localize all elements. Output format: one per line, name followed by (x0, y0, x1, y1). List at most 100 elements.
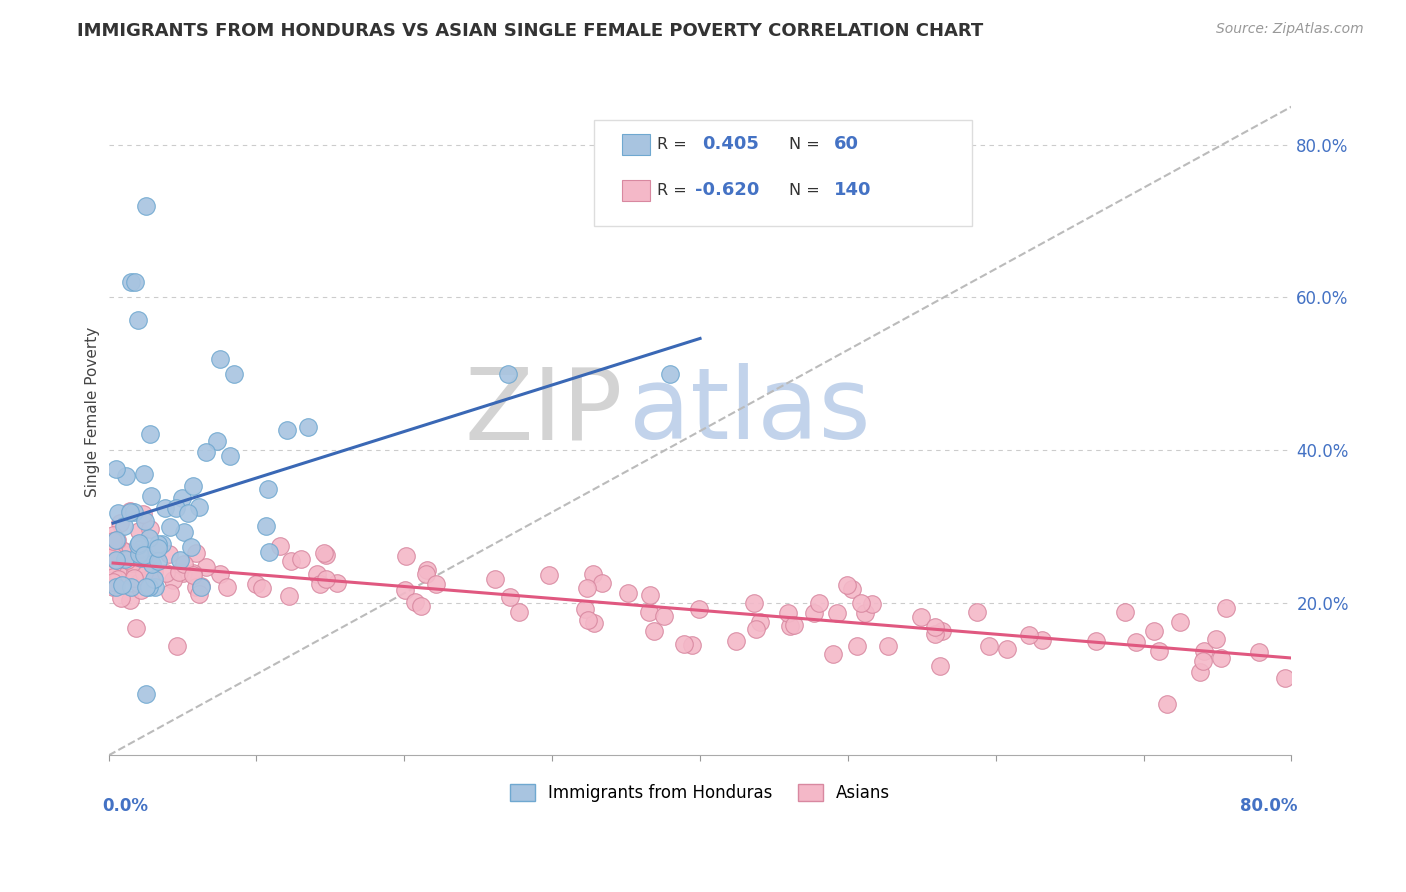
Text: 0.405: 0.405 (703, 135, 759, 153)
Y-axis label: Single Female Poverty: Single Female Poverty (86, 326, 100, 497)
Text: ZIP: ZIP (465, 363, 623, 460)
Point (128, 524, 150, 538)
Point (138, 532, 160, 546)
Point (129, 550, 152, 565)
Point (910, 610, 932, 624)
Point (128, 558, 150, 572)
Point (853, 606, 876, 620)
Point (132, 507, 155, 521)
Point (257, 545, 280, 559)
Text: 60: 60 (834, 135, 859, 153)
Point (929, 658, 952, 673)
Point (1114, 606, 1136, 620)
Point (574, 601, 596, 615)
Point (110, 516, 132, 531)
Text: N =: N = (789, 183, 820, 198)
Point (924, 620, 946, 634)
Point (254, 519, 277, 533)
Point (411, 599, 433, 613)
Point (135, 561, 157, 575)
Point (218, 449, 240, 463)
Point (290, 551, 312, 566)
Point (499, 591, 522, 605)
Point (404, 595, 426, 609)
Point (1191, 654, 1213, 668)
Point (537, 567, 560, 582)
Point (315, 572, 337, 586)
Point (107, 572, 129, 586)
Point (1168, 615, 1191, 630)
Point (127, 537, 149, 551)
Point (576, 613, 599, 627)
Point (849, 596, 872, 610)
Point (117, 559, 139, 574)
Point (134, 467, 156, 481)
Point (208, 351, 231, 366)
Point (616, 586, 638, 600)
Point (416, 563, 439, 577)
Point (142, 566, 165, 581)
Point (425, 577, 447, 591)
FancyBboxPatch shape (593, 120, 972, 227)
Point (128, 548, 150, 562)
Point (101, 557, 124, 571)
Point (1215, 600, 1237, 615)
Text: R =: R = (658, 183, 688, 198)
Text: N =: N = (789, 136, 820, 152)
Point (190, 579, 212, 593)
Point (209, 567, 232, 582)
Point (155, 566, 177, 580)
Point (269, 539, 291, 553)
Point (724, 634, 747, 648)
Text: Source: ZipAtlas.com: Source: ZipAtlas.com (1216, 22, 1364, 37)
Point (315, 548, 337, 562)
Point (120, 558, 142, 573)
Point (278, 589, 301, 603)
Point (103, 542, 125, 557)
Point (195, 444, 218, 458)
Point (1249, 645, 1271, 659)
Point (821, 647, 844, 661)
Point (181, 567, 204, 582)
Point (169, 553, 191, 567)
Point (111, 543, 134, 558)
Point (115, 468, 138, 483)
Point (803, 606, 825, 620)
Point (115, 548, 138, 562)
Point (280, 554, 302, 568)
Point (276, 423, 298, 437)
Point (1192, 644, 1215, 658)
Point (135, 581, 157, 595)
Point (138, 522, 160, 536)
Point (180, 540, 202, 554)
Point (143, 581, 166, 595)
Text: R =: R = (658, 136, 688, 152)
Point (127, 575, 149, 590)
Point (120, 581, 142, 595)
Point (101, 574, 124, 589)
Point (877, 639, 900, 653)
Text: 0.0%: 0.0% (103, 797, 149, 814)
Point (1156, 698, 1178, 712)
Point (139, 490, 162, 504)
Point (224, 367, 246, 381)
Point (146, 537, 169, 551)
Point (1209, 651, 1232, 665)
Point (1189, 665, 1212, 679)
Point (120, 275, 142, 289)
Point (1085, 634, 1108, 648)
Point (139, 563, 162, 577)
Point (205, 434, 228, 448)
Point (101, 549, 124, 563)
Point (107, 506, 129, 520)
Point (132, 548, 155, 562)
Point (297, 419, 319, 434)
Point (1205, 632, 1227, 647)
Point (1274, 672, 1296, 686)
Point (1031, 633, 1053, 648)
Point (124, 565, 146, 579)
Point (835, 578, 858, 592)
Point (105, 533, 128, 548)
Point (194, 559, 217, 574)
Point (181, 478, 204, 492)
